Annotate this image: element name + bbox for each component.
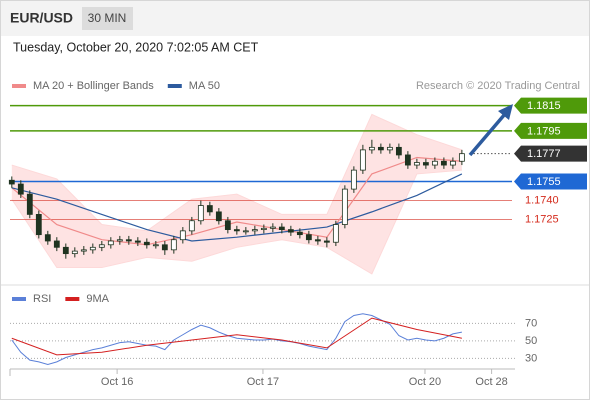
candle-body [233,229,240,232]
timestamp: Tuesday, October 20, 2020 7:02:05 AM CET [13,40,259,54]
x-tick-label: Oct 28 [475,376,507,388]
candle-body [413,162,420,166]
level-label: 1.1725 [525,213,559,225]
candle-body [323,240,330,243]
level-label: 1.1795 [527,125,561,137]
level-label: 1.1777 [527,148,561,160]
candle-body [458,153,465,162]
candle-body [404,154,411,166]
candle-body [395,146,402,156]
candle-body [215,211,222,222]
candle-body [350,169,357,190]
source: Research © 2020 Trading Central [416,80,580,92]
forecast-arrow [468,112,507,157]
y-tick-label: 70 [525,317,537,329]
y-tick-label: 30 [525,352,537,364]
candle-body [17,183,24,195]
candle-body [71,250,78,255]
candle-body [89,246,96,251]
moving-average [11,173,463,242]
candle-body [440,160,447,166]
candle-body [206,205,213,213]
candle-body [368,146,375,151]
candle-body [278,226,285,230]
candle-body [53,240,60,248]
legend-swatch [12,297,26,301]
level-label-box [514,97,587,114]
candle-body [26,193,33,215]
candle-body [125,239,132,242]
candle-body [179,230,186,241]
legend-label: MA 20 + Bollinger Bands [33,80,154,92]
candle-body [98,244,105,248]
moving-average [11,156,462,246]
x-tick-label: Oct 20 [409,376,441,388]
interval-box [82,7,133,30]
legend-swatch [65,297,80,301]
level-label: 1.1755 [527,176,561,188]
indicator-line [11,313,462,366]
level-label-box [514,122,587,139]
legend-label: 9MA [86,293,109,305]
candle-body [386,146,393,151]
candle-body [449,160,456,166]
legend-label: MA 50 [189,80,220,92]
candle-body [332,224,339,243]
legend-label: RSI [33,293,51,305]
candle-body [341,188,348,225]
candle-body [251,229,258,232]
candle-body [422,162,429,166]
candle-body [170,239,177,251]
candle-body [8,179,15,185]
candle-body [197,205,204,222]
bollinger-band-lower [11,169,462,275]
candle-body [143,241,150,246]
candle-body [161,244,168,251]
candle-body [242,230,249,233]
candle-body [296,231,303,236]
level-label: 1.1815 [527,100,561,112]
candle-body [359,149,366,171]
candle-body [305,234,312,241]
interval: 30 MIN [88,11,127,25]
x-tick-label: Oct 17 [247,376,279,388]
candle-body [35,214,42,236]
candle-body [188,220,195,232]
level-label-box [514,173,587,190]
x-tick-label: Oct 16 [101,376,133,388]
candle-body [152,244,159,247]
legend-swatch [12,84,26,88]
candle-body [314,239,321,242]
candle-body [287,229,294,233]
legend-swatch [167,84,182,88]
candle-body [260,227,267,230]
symbol: EUR/USD [10,10,73,26]
candle-body [44,234,51,242]
candle-body [116,239,123,242]
candle-body [134,240,141,243]
candle-body [107,240,114,246]
indicator-line [11,317,462,356]
y-tick-label: 50 [525,335,537,347]
candle-body [269,226,276,229]
forecast-arrowhead [498,104,513,120]
candle-body [431,160,438,166]
level-label-box [514,145,587,162]
candle-body [62,246,69,255]
candle-body [80,249,87,252]
level-label: 1.1740 [525,194,559,206]
candle-body [224,220,231,230]
candle-body [377,146,384,151]
